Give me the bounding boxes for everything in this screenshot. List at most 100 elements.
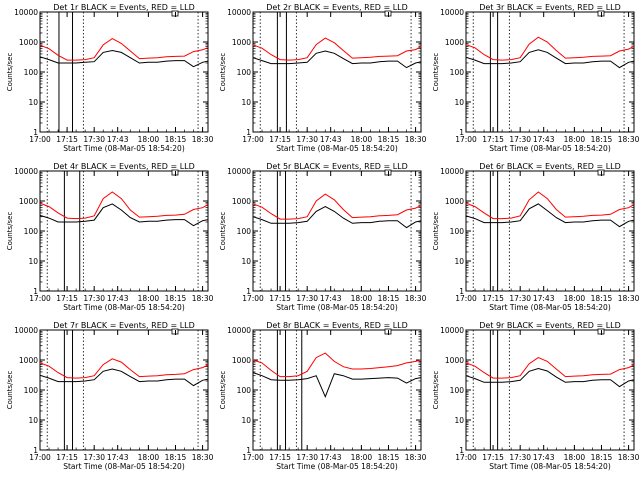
panel-title: Det 6r BLACK = Events, RED = LLD xyxy=(479,162,621,171)
x-tick-label: 18:15 xyxy=(165,135,187,144)
x-tick-label: 18:30 xyxy=(405,453,427,462)
plot-frame xyxy=(252,329,422,451)
plot-frame xyxy=(465,11,635,133)
events-line xyxy=(465,203,635,228)
x-tick-label: 17:30 xyxy=(296,135,318,144)
lld-line xyxy=(252,352,422,378)
lld-line xyxy=(465,357,635,379)
lld-line xyxy=(252,37,422,61)
x-tick-label: 17:30 xyxy=(83,453,105,462)
y-tick-label: 1 xyxy=(246,128,251,137)
events-line xyxy=(39,368,209,387)
panel-3: Det 3r BLACK = Events, RED = LLD 1 10 100 10… xyxy=(432,3,640,153)
x-tick-label: 17:15 xyxy=(56,135,78,144)
y-tick-label: 100 xyxy=(237,227,252,236)
x-axis-label: Start Time (08-Mar-05 18:54:20) xyxy=(276,462,398,471)
x-tick-label: 17:43 xyxy=(320,453,342,462)
panel-7: Det 7r BLACK = Events, RED = LLD 1 10 100 10… xyxy=(6,321,214,471)
x-tick-label: 17:00 xyxy=(242,135,264,144)
x-tick-label: 18:15 xyxy=(378,294,400,303)
y-tick-label: 10 xyxy=(28,257,38,266)
x-tick-label: 18:15 xyxy=(165,453,187,462)
x-tick-label: 17:43 xyxy=(533,453,555,462)
events-line xyxy=(465,49,635,69)
plot-frame xyxy=(252,170,422,292)
x-axis-label: Start Time (08-Mar-05 18:54:20) xyxy=(489,303,611,312)
plot-frame xyxy=(465,170,635,292)
y-axis-label: Counts/sec xyxy=(6,212,14,251)
y-tick-label: 100 xyxy=(24,386,39,395)
x-tick-label: 17:43 xyxy=(533,294,555,303)
y-tick-label: 10000 xyxy=(14,167,38,176)
x-tick-label: 17:43 xyxy=(107,135,129,144)
panel-title: Det 8r BLACK = Events, RED = LLD xyxy=(266,321,408,330)
x-tick-label: 17:00 xyxy=(455,453,477,462)
y-axis-label: Counts/sec xyxy=(219,212,227,251)
events-line xyxy=(252,206,422,229)
panel-title: Det 4r BLACK = Events, RED = LLD xyxy=(53,162,195,171)
y-tick-label: 1 xyxy=(459,287,464,296)
y-tick-label: 1000 xyxy=(445,38,464,47)
x-tick-label: 17:43 xyxy=(533,135,555,144)
y-tick-label: 1000 xyxy=(19,356,38,365)
panel-title: Det 1r BLACK = Events, RED = LLD xyxy=(53,3,195,12)
y-tick-label: 10 xyxy=(28,416,38,425)
events-line xyxy=(252,50,422,69)
x-tick-label: 18:15 xyxy=(378,453,400,462)
x-tick-label: 17:15 xyxy=(56,294,78,303)
y-tick-label: 100 xyxy=(450,227,465,236)
panel-8: Det 8r BLACK = Events, RED = LLD 1 10 100 10… xyxy=(219,321,427,471)
y-tick-label: 10000 xyxy=(14,8,38,17)
x-tick-label: 17:30 xyxy=(509,135,531,144)
panel-4: Det 4r BLACK = Events, RED = LLD 1 10 100 10… xyxy=(6,162,214,312)
y-tick-label: 10 xyxy=(454,257,464,266)
panel-2: Det 2r BLACK = Events, RED = LLD 1 10 100 10… xyxy=(219,3,427,153)
x-tick-label: 17:00 xyxy=(455,294,477,303)
x-tick-label: 18:15 xyxy=(591,135,613,144)
x-tick-label: 18:30 xyxy=(618,453,640,462)
x-tick-label: 17:00 xyxy=(29,135,51,144)
y-tick-label: 1 xyxy=(33,446,38,455)
x-tick-label: 18:30 xyxy=(405,135,427,144)
y-tick-label: 10000 xyxy=(227,8,251,17)
x-tick-label: 17:15 xyxy=(56,453,78,462)
y-tick-label: 10000 xyxy=(440,8,464,17)
y-tick-label: 10000 xyxy=(227,167,251,176)
x-tick-label: 17:43 xyxy=(107,453,129,462)
plot-frame xyxy=(39,329,209,451)
y-tick-label: 10 xyxy=(28,98,38,107)
x-tick-label: 18:30 xyxy=(192,453,214,462)
panel-5: Det 5r BLACK = Events, RED = LLD 1 10 100 10… xyxy=(219,162,427,312)
y-tick-label: 10000 xyxy=(227,326,251,335)
lld-line xyxy=(39,191,209,220)
y-tick-label: 1 xyxy=(459,446,464,455)
events-line xyxy=(465,367,635,388)
x-tick-label: 18:00 xyxy=(138,294,160,303)
x-tick-label: 18:00 xyxy=(564,294,586,303)
y-axis-label: Counts/sec xyxy=(432,371,440,410)
x-tick-label: 18:15 xyxy=(378,135,400,144)
plot-frame xyxy=(252,11,422,133)
y-tick-label: 10000 xyxy=(440,326,464,335)
x-tick-label: 18:00 xyxy=(564,135,586,144)
x-tick-label: 17:30 xyxy=(509,294,531,303)
y-tick-label: 1000 xyxy=(19,38,38,47)
x-axis-label: Start Time (08-Mar-05 18:54:20) xyxy=(63,303,185,312)
x-tick-label: 18:30 xyxy=(618,294,640,303)
panel-6: Det 6r BLACK = Events, RED = LLD 1 10 100 10… xyxy=(432,162,640,312)
x-tick-label: 17:00 xyxy=(455,135,477,144)
lld-line xyxy=(39,358,209,379)
panel-title: Det 9r BLACK = Events, RED = LLD xyxy=(479,321,621,330)
panel-title: Det 2r BLACK = Events, RED = LLD xyxy=(266,3,408,12)
x-axis-label: Start Time (08-Mar-05 18:54:20) xyxy=(489,462,611,471)
lld-line xyxy=(465,191,635,220)
panel-9: Det 9r BLACK = Events, RED = LLD 1 10 100 10… xyxy=(432,321,640,471)
lld-line xyxy=(465,36,635,61)
y-tick-label: 1000 xyxy=(232,38,251,47)
y-tick-label: 1 xyxy=(246,446,251,455)
panel-title: Det 3r BLACK = Events, RED = LLD xyxy=(479,3,621,12)
x-tick-label: 17:15 xyxy=(269,294,291,303)
x-tick-label: 17:30 xyxy=(83,294,105,303)
x-tick-label: 17:15 xyxy=(269,453,291,462)
